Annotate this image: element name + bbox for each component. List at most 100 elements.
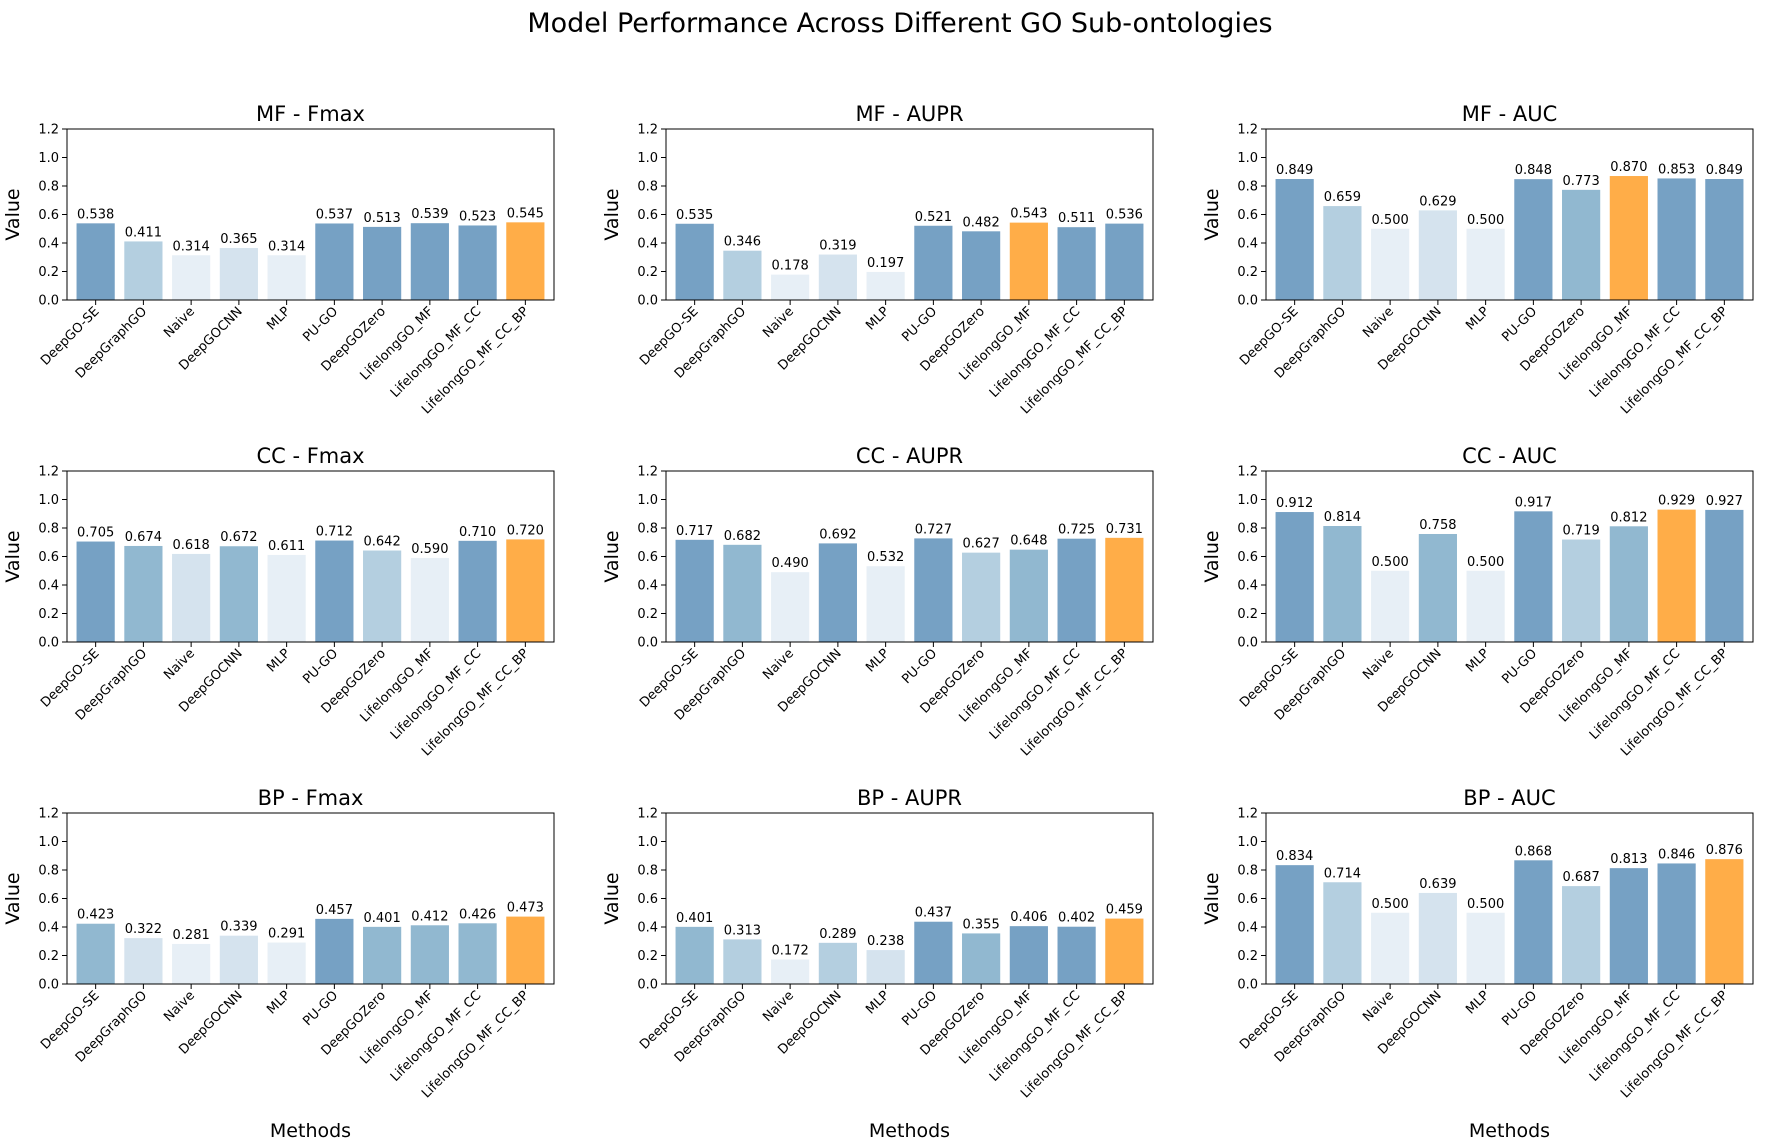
- x-tick-label: MLP: [1463, 646, 1492, 675]
- bar: [1323, 206, 1362, 300]
- bar: [1418, 210, 1457, 300]
- bar: [1657, 509, 1696, 642]
- y-tick-label: 0.6: [1237, 550, 1258, 565]
- bar: [1705, 179, 1744, 300]
- x-tick-label: LifelongGO_MF_CC: [1587, 646, 1684, 743]
- y-tick-label: 1.0: [38, 493, 59, 508]
- bar-value-label: 0.714: [1324, 866, 1361, 881]
- bar-value-label: 0.539: [411, 207, 448, 222]
- bar: [458, 540, 497, 642]
- bar-value-label: 0.423: [77, 908, 114, 923]
- bar: [315, 918, 354, 984]
- x-tick-label: MLP: [863, 304, 892, 333]
- bar: [866, 566, 905, 642]
- bar: [267, 942, 306, 984]
- y-tick-label: 0.6: [38, 892, 59, 907]
- subplot-title: CC - AUPR: [856, 444, 963, 468]
- bar-value-label: 0.319: [819, 239, 856, 254]
- y-tick-label: 0.6: [637, 208, 658, 223]
- x-tick-label: PU-GO: [1499, 304, 1540, 345]
- y-tick-label: 0.8: [1237, 864, 1258, 879]
- bar-value-label: 0.731: [1106, 522, 1143, 537]
- bar-value-label: 0.178: [772, 259, 809, 274]
- bar-value-label: 0.322: [125, 922, 162, 937]
- bar-value-label: 0.773: [1563, 174, 1600, 189]
- bar: [1009, 926, 1048, 984]
- x-axis-label: Methods: [1469, 1120, 1550, 1142]
- bar: [1009, 549, 1048, 642]
- bar: [1057, 538, 1096, 642]
- subplot-7: BP - AUPR 0.401 0.313 0.172 0.289 0.238 0.437 0…: [601, 786, 1154, 1142]
- y-tick-label: 0.6: [38, 208, 59, 223]
- bar: [1609, 868, 1648, 984]
- bar: [962, 552, 1001, 642]
- bar: [1057, 227, 1096, 300]
- bar-value-label: 0.627: [963, 537, 1000, 552]
- y-tick-label: 0.8: [637, 522, 658, 537]
- bar-value-label: 0.289: [819, 927, 856, 942]
- bar-value-label: 0.346: [724, 235, 761, 250]
- bar-value-label: 0.642: [364, 535, 401, 550]
- figure-title: Model Performance Across Different GO Su…: [527, 8, 1272, 39]
- y-tick-label: 0.8: [38, 180, 59, 195]
- bar-value-label: 0.543: [1010, 207, 1047, 222]
- bar-value-label: 0.725: [1058, 523, 1095, 538]
- y-tick-label: 0.0: [38, 294, 59, 309]
- bar: [219, 546, 258, 642]
- bar-value-label: 0.313: [724, 923, 761, 938]
- bar-value-label: 0.814: [1324, 510, 1361, 525]
- y-tick-label: 1.0: [1237, 151, 1258, 166]
- bar: [818, 254, 857, 300]
- bar: [410, 557, 449, 642]
- subplot-title: MF - Fmax: [256, 102, 365, 126]
- bar-value-label: 0.848: [1515, 163, 1552, 178]
- bar: [723, 250, 762, 300]
- y-tick-label: 0.8: [38, 522, 59, 537]
- bar: [723, 939, 762, 984]
- bar-value-label: 0.426: [459, 907, 496, 922]
- bar-value-label: 0.511: [1058, 211, 1095, 226]
- y-tick-label: 0.4: [38, 579, 59, 594]
- bar-value-label: 0.853: [1658, 162, 1695, 177]
- y-tick-label: 0.6: [637, 550, 658, 565]
- bar: [1275, 512, 1314, 642]
- bar-value-label: 0.846: [1658, 847, 1695, 862]
- y-axis-label: Value: [2, 188, 24, 240]
- bar: [1514, 860, 1553, 984]
- bar-value-label: 0.917: [1515, 495, 1552, 510]
- bar-value-label: 0.876: [1706, 843, 1743, 858]
- bar: [1609, 526, 1648, 642]
- y-tick-label: 0.4: [637, 921, 658, 936]
- bar-value-label: 0.437: [915, 906, 952, 921]
- bar: [1514, 179, 1553, 300]
- bar-value-label: 0.849: [1706, 163, 1743, 178]
- x-axis-label: Methods: [869, 1120, 950, 1142]
- bar: [1275, 865, 1314, 984]
- bar-value-label: 0.618: [173, 538, 210, 553]
- bar-value-label: 0.545: [507, 206, 544, 221]
- bar: [818, 543, 857, 642]
- subplot-5: CC - AUC 0.912 0.814 0.500 0.758 0.500 0.917 0.…: [1201, 444, 1754, 759]
- bar: [506, 539, 545, 642]
- bar: [1371, 228, 1410, 300]
- y-tick-label: 0.4: [1237, 237, 1258, 252]
- y-tick-label: 1.2: [38, 465, 59, 480]
- bar: [363, 550, 402, 642]
- bar-value-label: 0.281: [173, 928, 210, 943]
- bar: [219, 247, 258, 300]
- y-tick-label: 0.8: [637, 864, 658, 879]
- y-tick-label: 0.4: [1237, 921, 1258, 936]
- bar-value-label: 0.401: [676, 911, 713, 926]
- x-tick-label: PU-GO: [899, 646, 940, 687]
- subplot-title: MF - AUPR: [855, 102, 963, 126]
- bar-value-label: 0.238: [867, 934, 904, 949]
- bar-value-label: 0.523: [459, 209, 496, 224]
- bar: [1705, 859, 1744, 984]
- x-tick-label: Naive: [1360, 646, 1397, 683]
- bar: [914, 225, 953, 300]
- y-tick-label: 0.0: [1237, 978, 1258, 993]
- bar-value-label: 0.648: [1010, 534, 1047, 549]
- bar-value-label: 0.720: [507, 523, 544, 538]
- bar-value-label: 0.712: [316, 525, 353, 540]
